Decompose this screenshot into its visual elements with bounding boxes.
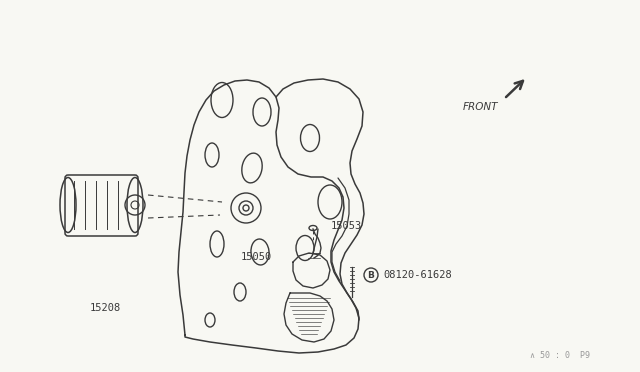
Text: ∧ 50 : 0  P9: ∧ 50 : 0 P9 bbox=[530, 351, 590, 360]
Text: 15050: 15050 bbox=[241, 252, 272, 262]
Text: 15208: 15208 bbox=[90, 303, 120, 313]
Text: 08120-61628: 08120-61628 bbox=[383, 270, 452, 280]
Text: B: B bbox=[367, 270, 374, 279]
Text: FRONT: FRONT bbox=[463, 102, 498, 112]
Text: 15053: 15053 bbox=[331, 221, 362, 231]
